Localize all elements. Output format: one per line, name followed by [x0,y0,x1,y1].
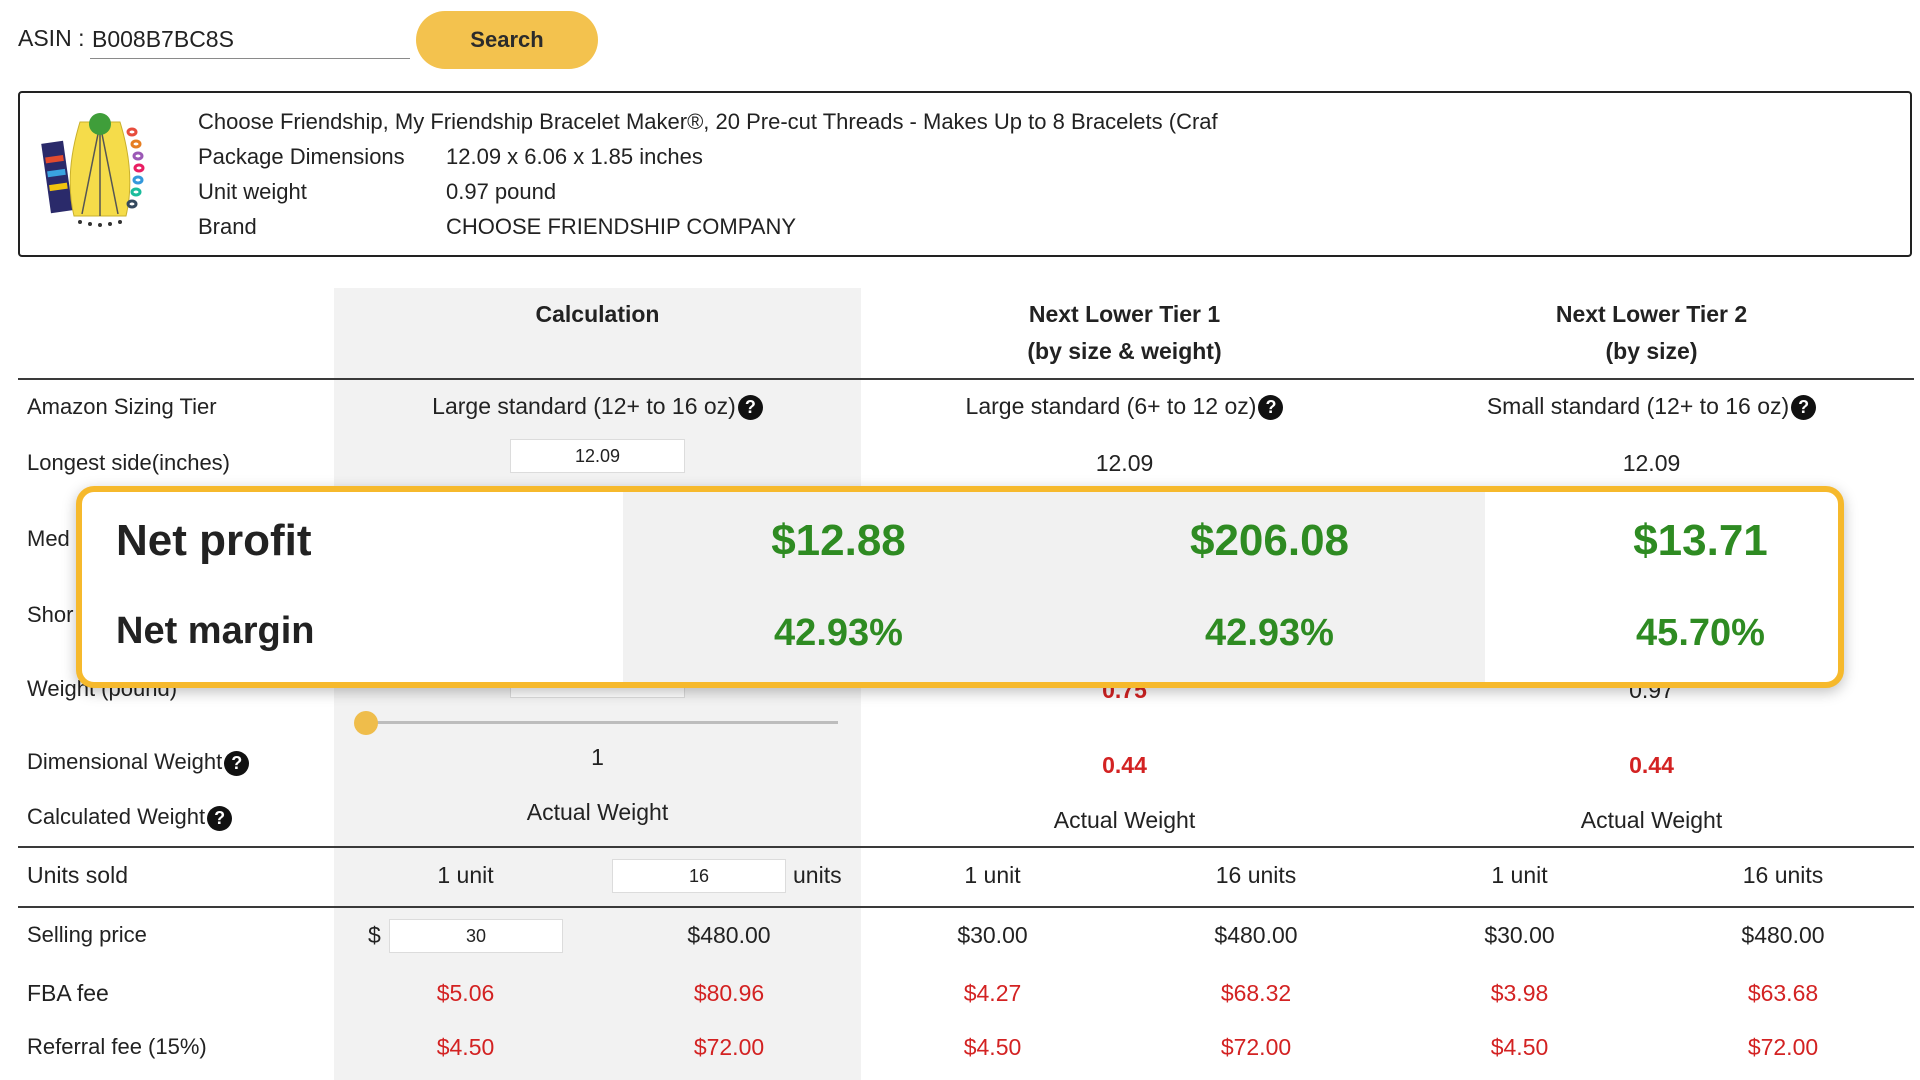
row-label-longest-side: Longest side(inches) [27,450,231,475]
units-sold-tier2-single: 1 unit [1491,862,1548,888]
longest-side-tier1: 12.09 [1095,450,1154,476]
units-sold-tier1-single: 1 unit [964,862,1021,888]
sizing-tier-tier1-text: Large standard (6+ to 12 oz) [965,393,1257,419]
search-button[interactable]: Search [416,11,598,69]
units-divider-top [18,846,1914,848]
column-header-tier1-title: Next Lower Tier 1 [1028,301,1221,327]
help-icon[interactable]: ? [737,395,763,421]
dimensional-weight-calc: 1 [591,744,604,770]
row-label-dimensional-weight: Dimensional Weight? [27,749,250,776]
column-header-tier1-subtitle: (by size & weight) [1027,338,1222,364]
row-label-sizing-tier: Amazon Sizing Tier [27,394,217,419]
weight-slider-track[interactable] [362,721,838,724]
help-icon[interactable]: ? [224,750,250,776]
selling-price-tier1-total: $480.00 [1214,922,1298,948]
help-icon[interactable]: ? [1791,395,1817,421]
row-label-calculated-weight: Calculated Weight? [27,804,233,831]
referral-fee-calc-total: $72.00 [693,1034,765,1060]
net-profit-tier1: $206.08 [1189,516,1350,565]
net-margin-tier1: 42.93% [1205,612,1334,654]
brand-label: Brand [198,214,257,239]
selling-price-tier2-total: $480.00 [1741,922,1825,948]
asin-label: ASIN : [18,25,85,51]
header-divider [18,378,1914,380]
row-label-units-sold: Units sold [27,862,128,888]
referral-fee-tier2-total: $72.00 [1747,1034,1819,1060]
referral-fee-calc-unit: $4.50 [436,1034,495,1060]
selling-price-tier1-unit: $30.00 [957,922,1028,948]
product-info-box [18,91,1912,257]
unit-weight-value: 0.97 pound [446,179,557,204]
brand-value: CHOOSE FRIENDSHIP COMPANY [446,214,797,239]
calculated-weight-label-text: Calculated Weight [27,804,206,829]
weight-slider-thumb[interactable] [354,711,378,735]
row-label-shortest-partial: Shor [27,602,74,627]
currency-symbol: $ [368,922,381,948]
asin-input[interactable] [90,20,410,59]
column-header-calculation: Calculation [535,301,660,327]
units-sold-tier2-multi: 16 units [1742,862,1824,888]
help-icon[interactable]: ? [207,805,233,831]
units-divider-bottom [18,906,1914,908]
card-calc-shade [623,492,1485,682]
column-header-tier2-title: Next Lower Tier 2 [1555,301,1748,327]
profit-summary-card: Net profit Net margin $12.88 $206.08 $13… [76,486,1844,688]
column-header-tier2-subtitle: (by size) [1605,338,1698,364]
sizing-tier-tier2: Small standard (12+ to 16 oz)? [1388,393,1915,421]
dimensional-weight-label-text: Dimensional Weight [27,749,223,774]
product-image [41,113,145,227]
calculated-weight-tier1: Actual Weight [1053,807,1196,833]
product-title: Choose Friendship, My Friendship Bracele… [198,109,1218,134]
referral-fee-tier2-unit: $4.50 [1490,1034,1549,1060]
fba-fee-tier2-total: $63.68 [1747,980,1819,1006]
net-profit-label: Net profit [116,516,312,565]
units-quantity-input[interactable] [612,859,786,893]
net-profit-tier2: $13.71 [1633,516,1768,565]
longest-side-tier2: 12.09 [1622,450,1681,476]
referral-fee-tier1-unit: $4.50 [963,1034,1022,1060]
fba-fee-tier1-unit: $4.27 [963,980,1022,1006]
help-icon[interactable]: ? [1258,395,1284,421]
net-margin-tier2: 45.70% [1636,612,1765,654]
row-label-fba-fee: FBA fee [27,980,109,1006]
row-label-median-partial: Med [27,526,70,551]
package-dimensions-label: Package Dimensions [198,144,405,169]
selling-price-calc-total: $480.00 [687,922,771,948]
selling-price-tier2-unit: $30.00 [1484,922,1555,948]
unit-weight-label: Unit weight [198,179,307,204]
units-sold-calc-single: 1 unit [437,862,494,888]
referral-fee-tier1-total: $72.00 [1220,1034,1292,1060]
calculated-weight-tier2: Actual Weight [1580,807,1723,833]
fba-fee-calc-unit: $5.06 [436,980,495,1006]
units-suffix: units [793,862,842,888]
fba-fee-tier2-unit: $3.98 [1490,980,1549,1006]
dimensional-weight-tier2: 0.44 [1629,752,1674,778]
sizing-tier-tier1: Large standard (6+ to 12 oz)? [861,393,1388,421]
dimensional-weight-tier1: 0.44 [1102,752,1147,778]
fba-fee-tier1-total: $68.32 [1220,980,1292,1006]
longest-side-input[interactable] [510,439,685,473]
units-sold-tier1-multi: 16 units [1215,862,1297,888]
row-label-selling-price: Selling price [27,922,147,947]
sizing-tier-calc-text: Large standard (12+ to 16 oz) [432,393,736,419]
net-margin-calc: 42.93% [774,612,903,654]
sizing-tier-calc: Large standard (12+ to 16 oz)? [334,393,861,421]
row-label-referral-fee: Referral fee (15%) [27,1034,207,1059]
net-profit-calc: $12.88 [771,516,906,565]
fba-fee-calc-total: $80.96 [693,980,765,1006]
package-dimensions-value: 12.09 x 6.06 x 1.85 inches [446,144,703,169]
selling-price-input[interactable] [389,919,563,953]
net-margin-label: Net margin [116,610,315,652]
sizing-tier-tier2-text: Small standard (12+ to 16 oz) [1486,393,1790,419]
calculated-weight-calc: Actual Weight [526,799,669,825]
